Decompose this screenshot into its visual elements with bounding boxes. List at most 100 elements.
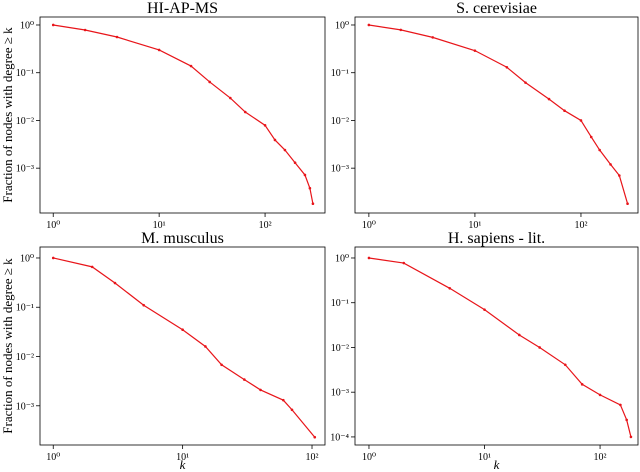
subplot: 10⁰ 10¹ 10² 10⁰ 10⁻¹ 10⁻² 10⁻³ M. musculus k Frac…: [0, 230, 326, 472]
data-point: [51, 256, 55, 260]
x-tick-label: 10⁰: [362, 220, 376, 231]
data-point: [625, 418, 628, 422]
data-point: [538, 346, 541, 349]
data-point: [483, 308, 486, 311]
x-axis-label: k: [494, 457, 500, 472]
x-tick-label: 10²: [306, 452, 319, 463]
data-point: [113, 281, 117, 285]
y-tick-label: 10⁻²: [16, 116, 34, 127]
plot-frame: [354, 246, 639, 446]
x-tick-label: 10¹: [176, 452, 189, 463]
data-point: [243, 110, 247, 114]
data-point: [629, 435, 633, 439]
data-point: [609, 163, 612, 166]
data-point: [283, 148, 287, 152]
subplot: 10⁰ 10¹ 10² 10⁰ 10⁻¹ 10⁻² 10⁻³ 10⁻⁴ H. sapiens -…: [330, 230, 639, 472]
data-point: [303, 173, 307, 177]
data-line: [368, 257, 632, 438]
y-tick-label: 10⁻¹: [331, 298, 349, 309]
subplot: 10⁰ 10¹ 10² 10⁰ 10⁻¹ 10⁻² 10⁻³ S. cerevisiae: [331, 0, 639, 231]
y-tick-label: 10⁻³: [331, 164, 349, 175]
data-point: [399, 28, 403, 32]
data-line: [53, 24, 314, 204]
data-line: [53, 257, 316, 438]
x-tick-label: 10²: [259, 220, 272, 231]
subplot-title: S. cerevisiae: [456, 0, 537, 17]
data-point: [563, 109, 566, 112]
data-point: [313, 435, 317, 439]
data-point: [473, 49, 477, 52]
subplot-title: HI-AP-MS: [147, 0, 218, 17]
data-point: [220, 363, 223, 367]
data-point: [311, 202, 315, 206]
x-tick-label: 10⁰: [46, 220, 60, 231]
data-point: [115, 35, 119, 39]
subplot-title: H. sapiens - lit.: [448, 230, 545, 247]
data-point: [90, 265, 94, 269]
data-point: [229, 96, 232, 100]
x-tick-label: 10²: [574, 220, 587, 231]
y-tick-label: 10⁰: [335, 253, 349, 264]
data-point: [181, 328, 184, 332]
data-point: [293, 161, 297, 165]
data-point: [579, 119, 583, 122]
y-tick-label: 10⁻⁴: [330, 432, 349, 443]
x-tick-label: 10⁰: [46, 452, 60, 463]
data-point: [308, 186, 312, 190]
data-point: [282, 398, 285, 402]
data-point: [517, 333, 521, 337]
x-tick-label: 10¹: [153, 220, 166, 231]
data-point: [618, 174, 621, 177]
y-tick-label: 10⁰: [20, 253, 34, 264]
y-tick-label: 10⁻³: [16, 164, 34, 175]
y-tick-label: 10⁻¹: [16, 303, 34, 314]
y-tick-label: 10⁰: [335, 20, 349, 31]
y-tick-label: 10⁰: [20, 20, 34, 31]
x-tick-label: 10¹: [478, 452, 491, 463]
data-point: [157, 48, 161, 52]
data-point: [547, 97, 551, 101]
data-point: [589, 135, 593, 139]
y-tick-label: 10⁻³: [331, 388, 349, 399]
y-tick-label: 10⁻²: [16, 352, 34, 363]
data-point: [505, 65, 509, 69]
data-point: [204, 345, 207, 348]
y-tick-label: 10⁻²: [331, 343, 349, 354]
data-point: [263, 124, 267, 127]
subplot-title: M. musculus: [141, 230, 224, 247]
y-axis-label: Fraction of nodes with degree ≥ k: [0, 258, 15, 434]
plot-frame: [39, 16, 326, 214]
data-point: [290, 408, 294, 412]
x-tick-label: 10⁰: [362, 452, 376, 463]
data-point: [431, 36, 435, 39]
data-point: [524, 81, 527, 84]
data-point: [626, 202, 629, 206]
data-point: [83, 28, 87, 32]
y-tick-label: 10⁻³: [16, 401, 34, 412]
plot-frame: [39, 246, 326, 446]
data-point: [208, 80, 211, 84]
data-point: [619, 403, 622, 407]
x-tick-label: 10²: [594, 452, 607, 463]
data-point: [367, 23, 371, 27]
y-axis-label: Fraction of nodes with degree ≥ k: [0, 27, 15, 203]
data-point: [598, 393, 602, 397]
data-point: [273, 138, 277, 142]
data-line: [368, 24, 629, 204]
y-tick-label: 10⁻¹: [16, 68, 34, 79]
data-point: [189, 64, 193, 68]
data-point: [259, 388, 262, 392]
data-point: [51, 23, 55, 27]
data-point: [598, 148, 601, 152]
subplot: 10⁰ 10¹ 10² 10⁰ 10⁻¹ 10⁻² 10⁻³ HI-AP-MS Fraction…: [0, 0, 326, 231]
data-point: [243, 378, 246, 381]
data-point: [563, 363, 567, 367]
y-tick-label: 10⁻¹: [331, 68, 349, 79]
x-axis-label: k: [180, 457, 186, 472]
plot-frame: [354, 16, 639, 214]
data-point: [367, 256, 371, 260]
data-point: [448, 287, 452, 290]
data-point: [142, 303, 145, 307]
